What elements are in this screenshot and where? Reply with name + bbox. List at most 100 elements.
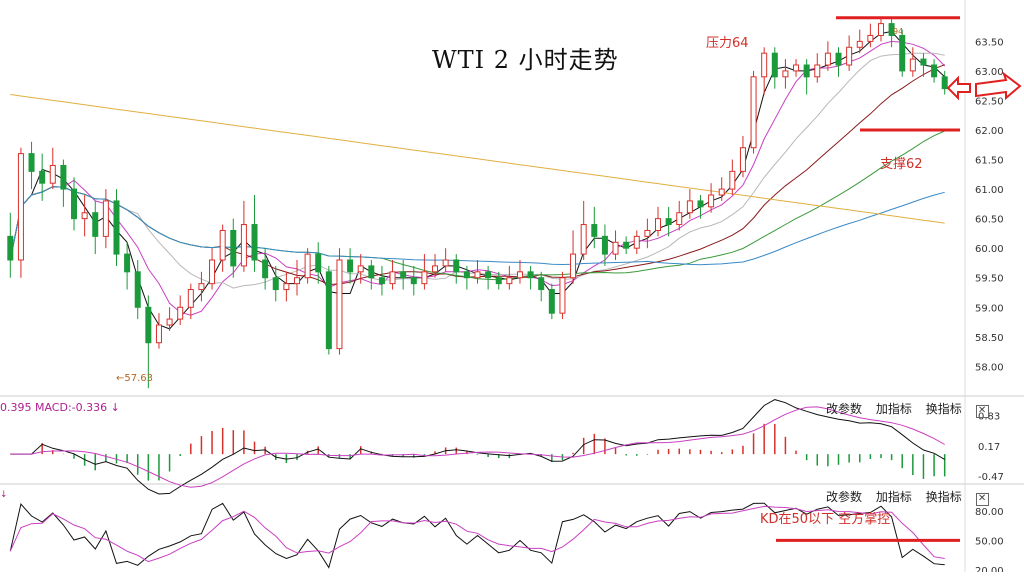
right-arrow-icon [975, 71, 1022, 101]
candle-body [644, 229, 651, 237]
candle-body [676, 212, 683, 226]
y-tick-label: 58.50 [975, 333, 1004, 344]
y-tick-label: 60.00 [975, 244, 1004, 255]
kd-note: KD在50以下 空方掌控 [760, 512, 891, 527]
candle-body [814, 64, 821, 78]
candle-body [633, 235, 640, 249]
swap-indicator-button[interactable]: 换指标 [925, 490, 962, 504]
y-tick-label: 0.17 [978, 442, 1000, 453]
candle-body [686, 200, 693, 214]
candle-body [400, 271, 407, 279]
candle-body [782, 70, 789, 78]
candle-body [920, 58, 927, 66]
ma-line [10, 94, 945, 224]
candle-body [665, 218, 672, 226]
candle-body [750, 76, 757, 149]
candle-body [761, 52, 768, 78]
candle-body [378, 277, 385, 285]
candle-body [325, 271, 332, 350]
candle-body [793, 64, 800, 72]
candle-body [7, 235, 14, 261]
candle-body [538, 277, 545, 291]
y-tick-label: 59.00 [975, 303, 1004, 314]
candle-body [931, 64, 938, 78]
candle-body [389, 271, 396, 285]
candle-body [559, 277, 566, 314]
edit-params-button[interactable]: 改参数 [826, 402, 863, 416]
candle-body [262, 259, 269, 279]
candle-body [49, 164, 56, 184]
candle-body [474, 271, 481, 279]
candle-body [315, 253, 322, 273]
y-tick-label: 60.50 [975, 215, 1004, 226]
candle-body [240, 224, 247, 267]
candle-body [453, 259, 460, 273]
chart-title: WTI 2 小时走势 [432, 46, 619, 74]
y-tick-label: 58.00 [975, 362, 1004, 373]
candle-body [17, 153, 24, 261]
candle-body [166, 318, 173, 326]
low-label: ←57.63 [116, 373, 154, 384]
add-indicator-button[interactable]: 加指标 [875, 490, 912, 504]
candle-body [824, 52, 831, 66]
candle-body [708, 194, 715, 208]
candle-body [124, 253, 131, 273]
candle-body [888, 23, 895, 36]
ma-line [9, 64, 945, 286]
kd-controls: 改参数 加指标 换指标 ✕ [826, 488, 999, 506]
y-tick-label: -0.47 [978, 472, 1004, 483]
candle-body [506, 277, 513, 285]
close-icon[interactable]: ✕ [975, 493, 989, 506]
candle-body [591, 224, 598, 237]
y-tick-label: 0.83 [978, 412, 1000, 423]
candle-body [495, 277, 502, 285]
y-tick-label: 61.00 [975, 185, 1004, 196]
macd-label: 0.395 MACD:-0.336 ↓ [0, 401, 120, 414]
candle-body [899, 34, 906, 72]
candle-body [442, 259, 449, 267]
candle-body [856, 40, 863, 48]
candle-body [368, 265, 375, 279]
close-icon[interactable]: ✕ [975, 405, 989, 418]
macd-dif-line [10, 399, 945, 495]
resistance-label: 压力64 [706, 36, 749, 51]
candle-body [293, 277, 300, 285]
support-label: 支撑62 [880, 157, 923, 172]
candle-body [187, 289, 194, 308]
candle-body [909, 58, 916, 72]
candle-body [463, 271, 470, 279]
candle-body [28, 153, 35, 172]
high-label: 94 [893, 27, 904, 36]
candle-body [421, 271, 428, 285]
candle-body [198, 283, 205, 291]
candle-body [336, 259, 343, 350]
kd-d-line [9, 505, 945, 563]
candle-body [209, 259, 216, 285]
candle-body [251, 224, 258, 261]
ma-line [9, 186, 945, 266]
candle-body [527, 271, 534, 279]
down-arrow-icon: ↓ [0, 490, 8, 500]
y-tick-label: 20.00 [975, 566, 1004, 572]
candle-body [655, 218, 662, 231]
candle-body [177, 306, 184, 320]
ma-line [9, 130, 945, 281]
ma-line [9, 52, 945, 289]
candle-body [410, 277, 417, 285]
candle-body [230, 229, 237, 267]
y-tick-label: 80.00 [975, 507, 1004, 518]
candle-body [347, 259, 354, 273]
candle-body [718, 188, 725, 196]
candle-body [771, 52, 778, 78]
candle-body [580, 224, 587, 255]
y-tick-label: 62.50 [975, 96, 1004, 107]
edit-params-button[interactable]: 改参数 [826, 490, 863, 504]
y-tick-label: 63.50 [975, 37, 1004, 48]
candle-body [71, 188, 78, 220]
candle-body [729, 170, 736, 190]
left-arrow-icon [946, 75, 971, 101]
add-indicator-button[interactable]: 加指标 [875, 402, 912, 416]
candle-body [92, 212, 99, 237]
swap-indicator-button[interactable]: 换指标 [925, 402, 962, 416]
